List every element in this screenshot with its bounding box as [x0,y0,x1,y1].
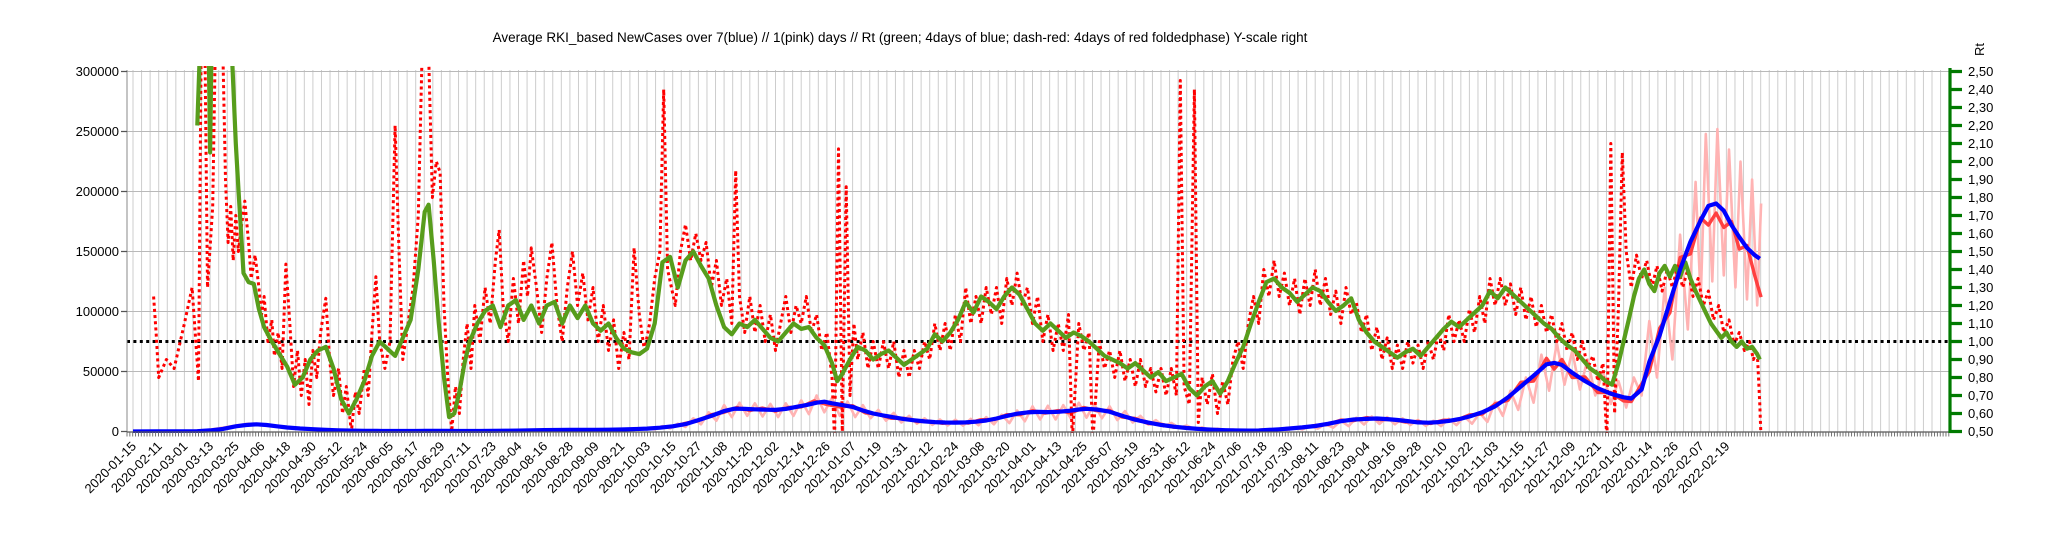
right-axis-tick-label: 2,40 [1968,82,1993,97]
left-axis-tick-label: 200000 [76,184,119,199]
right-axis-ticks [1950,69,1962,434]
series-line-4-newcases-7day-average-blue- [132,201,1762,433]
right-axis-tick-label: 1,60 [1968,226,1993,241]
right-axis-tick-label: 1,00 [1968,334,1993,349]
left-axis-tick-label: 50000 [83,364,119,379]
right-axis-tick-label: 0,80 [1968,370,1993,385]
series-line-2-rt-4days-of-red-foldedphase-dash-red- [152,66,1763,433]
left-axis-tick-label: 0 [112,424,119,439]
axes-layer [121,68,1962,437]
right-axis-tick-label: 0,90 [1968,352,1993,367]
right-axis-tick-label: 1,30 [1968,280,1993,295]
left-axis-tick-label: 100000 [76,304,119,319]
right-axis-tick-label: 2,50 [1968,64,1993,79]
right-axis-tick-label: 1,90 [1968,172,1993,187]
right-axis-tick-label: 0,70 [1968,388,1993,403]
right-axis-tick-label: 1,50 [1968,244,1993,259]
right-axis-tick-label: 2,30 [1968,100,1993,115]
right-axis-tick-label: 1,80 [1968,190,1993,205]
grid-layer [127,70,1950,432]
right-axis-tick-label: 1,70 [1968,208,1993,223]
chart-title: Average RKI_based NewCases over 7(blue) … [493,30,1308,45]
right-axis-tick-label: 1,10 [1968,316,1993,331]
right-axis-title: Rt [1972,43,1987,56]
right-axis-tick-label: 1,20 [1968,298,1993,313]
right-axis-tick-label: 2,00 [1968,154,1993,169]
series-layer [127,66,1950,433]
right-axis-tick-label: 2,10 [1968,136,1993,151]
left-axis-tick-label: 250000 [76,124,119,139]
left-axis-tick-label: 150000 [76,244,119,259]
left-axis-ticks [121,70,127,433]
left-axis-tick-label: 300000 [76,64,119,79]
right-axis-tick-label: 2,20 [1968,118,1993,133]
x-axis-minor-ticks [126,432,1950,437]
right-axis-tick-label: 0,50 [1968,424,1993,439]
right-axis-tick-label: 1,40 [1968,262,1993,277]
horizontal-gridlines [127,71,1950,372]
right-axis-tick-label: 0,60 [1968,406,1993,421]
series-line-3-rt-4days-of-blue-green- [195,66,1762,420]
